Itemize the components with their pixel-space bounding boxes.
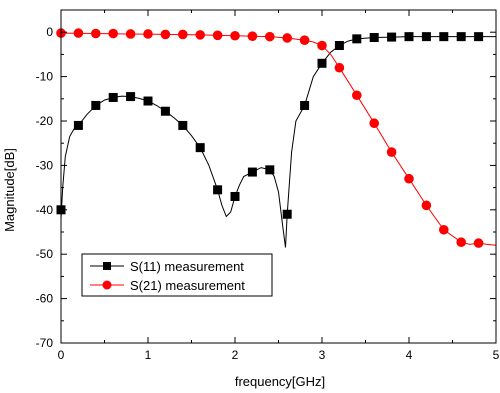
axes: 0 1 2 3 4 5 0 -10 -20 -30 -40 -50 -60 -70	[36, 9, 500, 362]
data-point-s2-1	[73, 28, 84, 38]
data-point-s1-23	[456, 32, 466, 42]
data-point-s1-7	[178, 120, 188, 130]
y-tick-label: -40	[36, 203, 54, 217]
x-tick-label: 4	[406, 348, 413, 362]
data-point-s1-5	[143, 96, 153, 106]
y-axis-label: Magnitude[dB]	[2, 148, 17, 232]
data-point-s2-22	[439, 224, 449, 235]
data-point-s1-17	[352, 34, 362, 44]
x-axis-label: frequency[GHz]	[235, 374, 325, 389]
data-point-s2-12	[265, 31, 275, 42]
data-point-s1-22	[439, 32, 449, 42]
data-point-s2-7	[178, 29, 188, 40]
data-point-s1-8	[195, 143, 205, 153]
data-point-s1-24	[474, 32, 484, 42]
data-point-s1-4	[126, 92, 136, 102]
data-point-s1-12	[265, 165, 275, 175]
y-tick-label: -60	[36, 292, 54, 306]
legend-marker-s21	[102, 280, 112, 290]
data-point-s1-15	[317, 58, 327, 68]
x-tick-label: 3	[319, 348, 326, 362]
data-point-s2-18	[369, 118, 380, 129]
data-point-s1-20	[404, 32, 414, 42]
data-point-s1-14	[300, 100, 310, 110]
data-point-s2-11	[247, 31, 258, 41]
x-tick-label: 1	[145, 348, 152, 362]
legend-marker-s11	[103, 262, 111, 270]
data-point-s1-2	[91, 100, 101, 110]
data-point-s1-19	[387, 32, 397, 42]
data-point-s2-6	[160, 29, 171, 40]
data-point-s2-14	[299, 35, 310, 45]
data-point-s2-23	[456, 237, 467, 248]
data-point-s2-20	[404, 173, 414, 184]
y-tick-label: -30	[36, 158, 54, 172]
data-point-s2-9	[212, 30, 223, 41]
legend: S(11) measurement S(21) measurement	[81, 253, 273, 297]
data-point-s2-16	[334, 62, 345, 73]
y-tick-label: -10	[36, 70, 54, 84]
data-point-s1-21	[421, 32, 431, 42]
legend-label-s21: S(21) measurement	[130, 278, 245, 293]
data-point-s2-2	[91, 28, 101, 39]
data-point-s2-15	[317, 40, 327, 51]
data-point-s2-4	[125, 29, 136, 39]
data-point-s1-1	[73, 120, 83, 130]
y-tick-label: -70	[36, 336, 54, 350]
data-point-s2-21	[421, 200, 432, 211]
data-point-s1-10	[230, 191, 240, 201]
data-point-s1-6	[160, 106, 170, 116]
data-point-s2-17	[352, 90, 362, 101]
x-tick-label: 2	[232, 348, 239, 362]
data-point-s1-18	[369, 33, 379, 43]
data-point-s2-8	[195, 30, 205, 40]
data-point-s2-5	[143, 29, 153, 39]
data-point-s2-24	[473, 238, 484, 248]
series-line-1	[60, 36, 496, 248]
x-tick-label: 5	[493, 348, 500, 362]
data-point-s1-9	[213, 185, 223, 195]
y-tick-label: -20	[36, 114, 54, 128]
x-tick-label: 0	[58, 348, 65, 362]
legend-box	[81, 253, 273, 297]
data-point-s2-13	[282, 33, 293, 43]
data-point-s1-13	[282, 209, 292, 219]
legend-label-s11: S(11) measurement	[130, 259, 244, 274]
y-tick-label: -50	[36, 247, 54, 261]
data-point-s2-10	[230, 30, 240, 41]
data-point-s1-11	[247, 167, 257, 177]
data-point-s2-19	[386, 147, 397, 157]
y-tick-label: 0	[46, 25, 53, 39]
data-point-s1-3	[108, 92, 118, 102]
data-point-s2-3	[108, 28, 118, 39]
data-point-s1-16	[334, 41, 344, 51]
